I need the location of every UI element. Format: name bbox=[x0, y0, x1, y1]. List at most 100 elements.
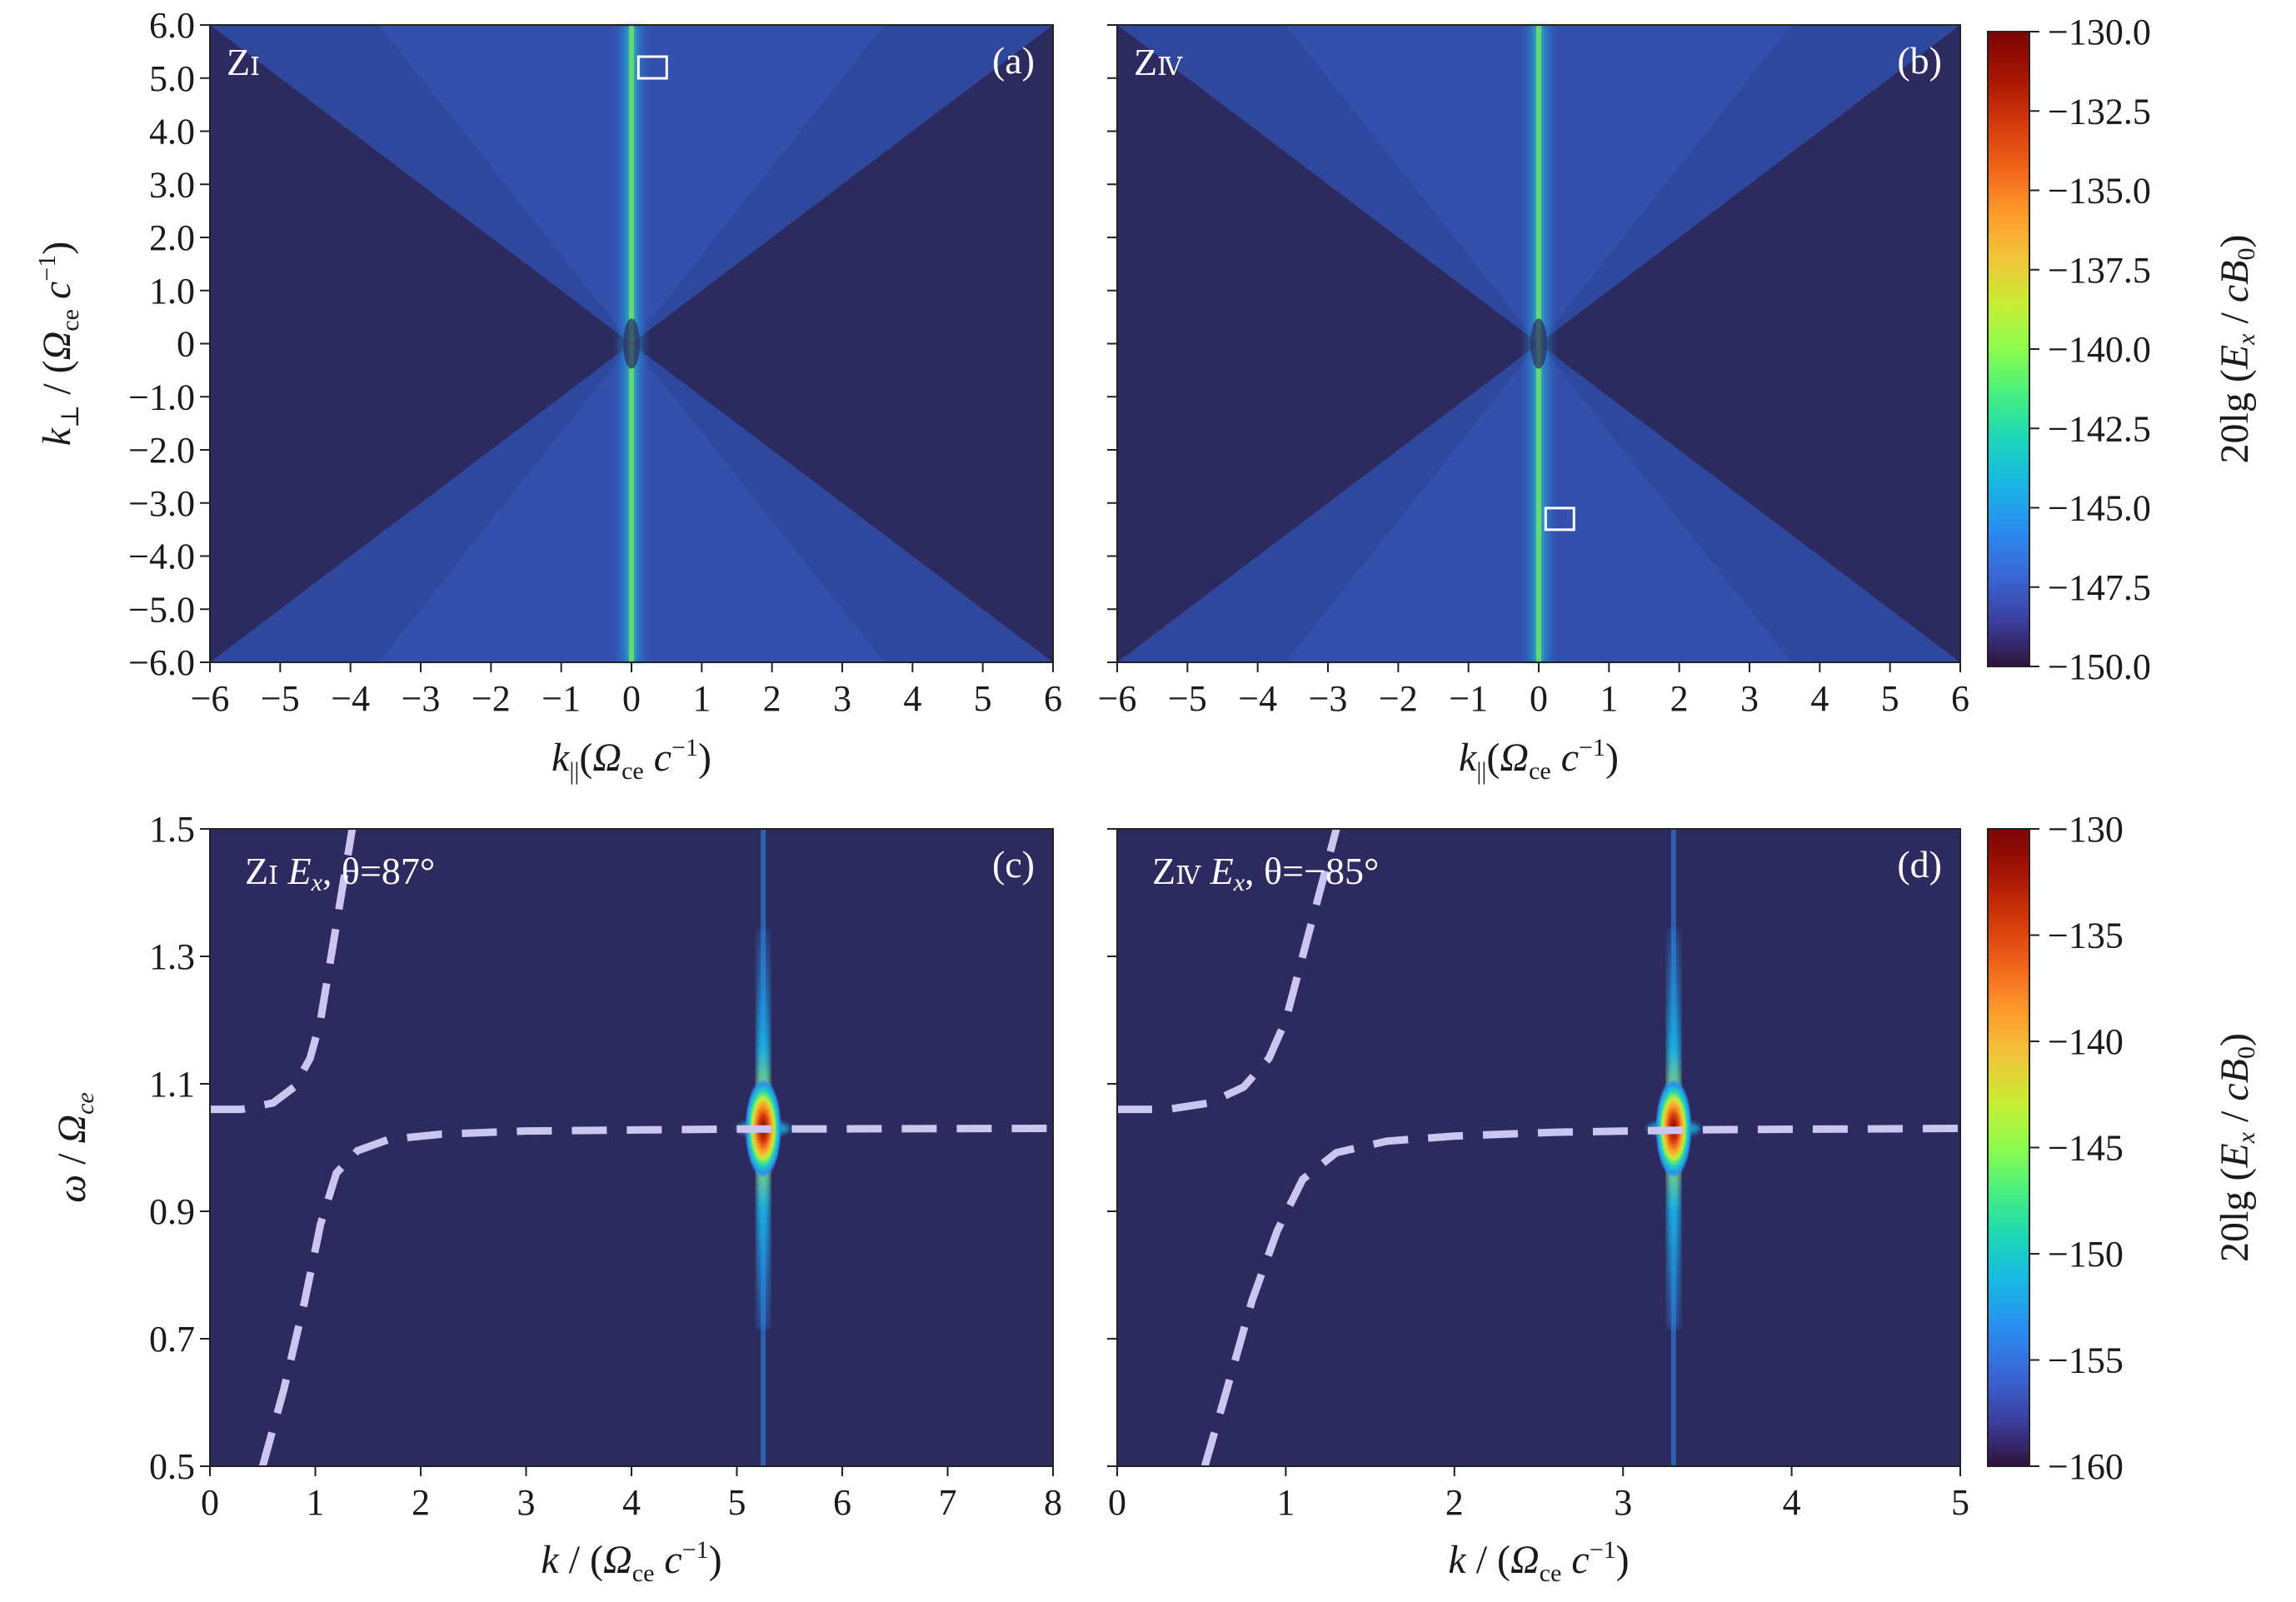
cbt-tick-label: −145.0 bbox=[2048, 488, 2151, 529]
a-x-tick-label: 5 bbox=[974, 678, 992, 719]
b-x-tick-label: 4 bbox=[1810, 678, 1829, 719]
panel-d-letter: (d) bbox=[1897, 843, 1942, 886]
cbb-tick-label: −130 bbox=[2048, 809, 2124, 850]
cbb-tick-label: −145 bbox=[2048, 1128, 2124, 1169]
colorbar-top-label: 20lg (Ex / cB0) bbox=[2213, 235, 2260, 464]
c-x-tick-label: 7 bbox=[939, 1482, 957, 1523]
panel-c-dispersion-upper bbox=[210, 828, 357, 1114]
c-x-tick-label: 4 bbox=[622, 1482, 641, 1523]
cbb-tick-label: −160 bbox=[2048, 1446, 2124, 1487]
d-x-tick-label: 5 bbox=[1951, 1482, 1969, 1523]
a-x-tick-label: 4 bbox=[903, 678, 921, 719]
cbt-tick-label: −137.5 bbox=[2048, 250, 2151, 291]
a-y-tick-label: −6.0 bbox=[128, 642, 195, 683]
panel-c-background bbox=[210, 829, 1053, 1466]
panel-b-x-label: k||(Ωce c−1) bbox=[1459, 734, 1619, 785]
c-y-tick-label: 1.5 bbox=[149, 809, 195, 850]
cbb-tick-label: −150 bbox=[2048, 1234, 2124, 1275]
panel-c-region-label: ZⅠ Ex, θ=87° bbox=[245, 850, 435, 896]
c-x-tick-label: 8 bbox=[1044, 1482, 1062, 1523]
cbb-tick-label: −155 bbox=[2048, 1340, 2124, 1381]
panel-b: ZⅣ (b) −6 −5 −4 −3 −2 −1 0 1 2 3 4 5 6 k||(Ωce c−1) bbox=[1098, 24, 1969, 785]
cbt-tick-label: −140.0 bbox=[2048, 329, 2151, 370]
c-x-tick-label: 0 bbox=[201, 1482, 219, 1523]
panel-c-dispersion-lower bbox=[258, 1125, 1054, 1468]
colorbar-bottom: −130 −135 −140 −145 −150 −155 −160 20lg (Ex / … bbox=[1987, 809, 2260, 1487]
panel-b-letter: (b) bbox=[1897, 39, 1942, 82]
a-x-tick-label: −4 bbox=[331, 678, 370, 719]
panel-c-y-ticks: 1.5 1.3 1.1 0.9 0.7 0.5 bbox=[149, 809, 210, 1487]
a-x-tick-label: 2 bbox=[763, 678, 781, 719]
panel-d-dispersion-lower bbox=[1200, 1125, 1961, 1468]
colorbar-top: −130.0 −132.5 −135.0 −137.5 −140.0 −142.5 −145… bbox=[1987, 12, 2260, 687]
panel-a-y-label: k⊥ / (Ωce c−1) bbox=[33, 242, 84, 446]
a-y-tick-label: −5.0 bbox=[128, 589, 195, 630]
colorbar-top-ticks: −130.0 −132.5 −135.0 −137.5 −140.0 −142.5 −145… bbox=[2029, 12, 2151, 687]
panel-d: ZⅣ Ex, θ=−85° (d) 0 1 2 3 4 5 k / (Ωce c−1) bbox=[1107, 827, 1969, 1587]
b-x-tick-label: −1 bbox=[1449, 678, 1488, 719]
a-y-tick-label: 0 bbox=[177, 324, 195, 365]
d-x-tick-label: 0 bbox=[1108, 1482, 1126, 1523]
a-x-tick-label: −5 bbox=[261, 678, 300, 719]
colorbar-bottom-label: 20lg (Ex / cB0) bbox=[2213, 1033, 2260, 1262]
b-x-tick-label: −3 bbox=[1309, 678, 1348, 719]
panel-d-region-label: ZⅣ Ex, θ=−85° bbox=[1152, 850, 1379, 896]
a-y-tick-label: 1.0 bbox=[149, 271, 195, 312]
d-x-tick-label: 1 bbox=[1276, 1482, 1295, 1523]
panel-c-y-label: ω / Ωce bbox=[50, 1092, 99, 1203]
cbt-tick-label: −130.0 bbox=[2048, 12, 2151, 52]
a-y-tick-label: −1.0 bbox=[128, 377, 195, 417]
panel-d-dispersion-upper bbox=[1117, 827, 1340, 1114]
d-x-tick-label: 4 bbox=[1783, 1482, 1801, 1523]
a-y-tick-label: 5.0 bbox=[149, 58, 195, 99]
b-x-tick-label: 1 bbox=[1600, 678, 1618, 719]
panel-d-x-ticks: 0 1 2 3 4 5 bbox=[1108, 1466, 1969, 1523]
cbt-tick-label: −132.5 bbox=[2048, 91, 2151, 132]
colorbar-top-bar bbox=[1987, 31, 2030, 667]
a-y-tick-label: 6.0 bbox=[149, 5, 195, 46]
panel-c: ZⅠ Ex, θ=87° (c) 0 1 2 3 4 5 6 7 8 1.5 1.3 1.1 0.9 0… bbox=[50, 809, 1062, 1587]
b-x-tick-label: −5 bbox=[1168, 678, 1207, 719]
panel-c-x-ticks: 0 1 2 3 4 5 6 7 8 bbox=[201, 1466, 1062, 1523]
b-x-tick-label: 3 bbox=[1740, 678, 1759, 719]
a-x-tick-label: −1 bbox=[542, 678, 581, 719]
c-x-tick-label: 5 bbox=[728, 1482, 746, 1523]
c-x-tick-label: 2 bbox=[412, 1482, 430, 1523]
panel-d-y-ticks bbox=[1107, 828, 1117, 1467]
cbb-tick-label: −135 bbox=[2048, 916, 2124, 956]
b-x-tick-label: 5 bbox=[1881, 678, 1899, 719]
a-x-tick-label: 1 bbox=[692, 678, 711, 719]
a-x-tick-label: 6 bbox=[1044, 678, 1062, 719]
cbt-tick-label: −142.5 bbox=[2048, 408, 2151, 449]
panel-b-ridge bbox=[1520, 25, 1557, 662]
a-y-tick-label: −4.0 bbox=[128, 536, 195, 577]
a-x-tick-label: −6 bbox=[191, 678, 230, 719]
panel-a-letter: (a) bbox=[992, 39, 1035, 82]
cbt-tick-label: −147.5 bbox=[2048, 567, 2151, 608]
a-y-tick-label: 3.0 bbox=[149, 164, 195, 205]
panel-a: ZⅠ (a) −6 −5 −4 −3 −2 −1 0 1 2 3 4 5 6 6.0 5.0 4.0 3.0 2… bbox=[33, 5, 1062, 785]
b-origin-gap bbox=[1530, 318, 1547, 369]
c-y-tick-label: 1.3 bbox=[149, 936, 195, 977]
panel-a-x-ticks: −6 −5 −4 −3 −2 −1 0 1 2 3 4 5 6 bbox=[191, 662, 1062, 719]
c-x-tick-label: 3 bbox=[517, 1482, 536, 1523]
panel-b-region-label: ZⅣ bbox=[1134, 41, 1183, 83]
a-y-tick-label: −2.0 bbox=[128, 430, 195, 471]
c-x-tick-label: 6 bbox=[833, 1482, 851, 1523]
panel-d-x-label: k / (Ωce c−1) bbox=[1448, 1536, 1629, 1587]
a-x-tick-label: −3 bbox=[402, 678, 441, 719]
c-x-tick-label: 1 bbox=[307, 1482, 325, 1523]
panel-b-y-ticks bbox=[1107, 24, 1117, 663]
panel-a-ridge bbox=[613, 25, 650, 662]
panel-a-x-label: k||(Ωce c−1) bbox=[552, 734, 711, 785]
b-x-tick-label: −4 bbox=[1238, 678, 1277, 719]
c-y-tick-label: 0.7 bbox=[149, 1319, 195, 1360]
a-x-tick-label: 3 bbox=[833, 678, 851, 719]
panel-b-x-ticks: −6 −5 −4 −3 −2 −1 0 1 2 3 4 5 6 bbox=[1098, 662, 1969, 719]
b-x-tick-label: −2 bbox=[1379, 678, 1418, 719]
cbb-tick-label: −140 bbox=[2048, 1021, 2124, 1062]
panel-a-region-label: ZⅠ bbox=[227, 41, 260, 83]
colorbar-bottom-ticks: −130 −135 −140 −145 −150 −155 −160 bbox=[2029, 809, 2124, 1487]
panel-d-background bbox=[1117, 829, 1960, 1466]
